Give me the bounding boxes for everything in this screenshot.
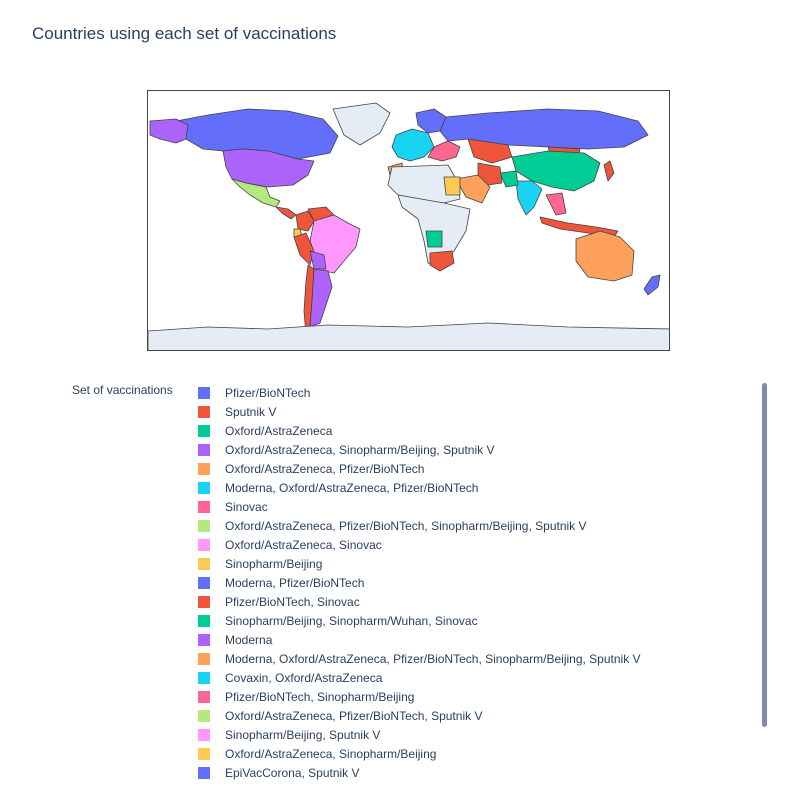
legend-label: Pfizer/BioNTech, Sinovac [225,594,360,609]
country-south-africa[interactable] [429,250,455,272]
legend-label: Moderna, Oxford/AstraZeneca, Pfizer/BioN… [225,651,641,666]
country-pakistan[interactable] [499,170,519,188]
country-china[interactable] [511,150,601,192]
legend-label: Covaxin, Oxford/AstraZeneca [225,670,383,685]
legend-swatch [198,538,210,551]
legend-swatch [198,728,210,741]
legend-item[interactable]: Pfizer/BioNTech [196,383,756,402]
legend-item[interactable]: Pfizer/BioNTech, Sinovac [196,592,756,611]
legend-item[interactable]: Pfizer/BioNTech, Sinopharm/Beijing [196,687,756,706]
legend: Pfizer/BioNTech Sputnik V Oxford/AstraZene… [196,383,756,786]
country-russia[interactable] [439,108,649,150]
legend-item[interactable]: Moderna, Pfizer/BioNTech [196,573,756,592]
world-map[interactable] [147,90,670,351]
country-greenland[interactable] [332,102,391,146]
country-mexico[interactable] [231,178,281,208]
legend-swatch [198,405,210,418]
country-kazakhstan[interactable] [467,138,513,164]
legend-item[interactable]: Sinopharm/Beijing, Sputnik V [196,725,756,744]
legend-swatch [198,614,210,627]
legend-swatch [198,652,210,665]
country-antarctica[interactable] [148,322,670,351]
legend-label: Moderna [225,632,273,647]
country-bolivia[interactable] [309,250,327,270]
country-argentina[interactable] [309,268,333,328]
legend-item[interactable]: Sinopharm/Beijing, Sinopharm/Wuhan, Sino… [196,611,756,630]
legend-item[interactable]: Oxford/AstraZeneca, Sinovac [196,535,756,554]
legend-label: Sinopharm/Beijing [225,556,323,571]
legend-item[interactable]: Oxford/AstraZeneca, Pfizer/BioNTech, Spu… [196,706,756,725]
legend-swatch [198,747,210,760]
legend-item[interactable]: Sinovac [196,497,756,516]
legend-scrollbar[interactable] [762,383,767,727]
legend-item[interactable]: Oxford/AstraZeneca, Sinopharm/Beijing, S… [196,440,756,459]
legend-item[interactable]: Sputnik V [196,402,756,421]
map-svg [148,102,670,351]
legend-label: Pfizer/BioNTech, Sinopharm/Beijing [225,689,415,704]
legend-item[interactable]: Oxford/AstraZeneca, Pfizer/BioNTech [196,459,756,478]
legend-item[interactable]: EpiVacCorona, Sputnik V [196,763,756,782]
legend-label: Moderna, Oxford/AstraZeneca, Pfizer/BioN… [225,480,479,495]
country-western-europe[interactable] [391,128,435,162]
legend-label: EpiVacCorona, Sputnik V [225,765,360,780]
legend-item[interactable]: Covaxin, Oxford/AstraZeneca [196,668,756,687]
country-central-america[interactable] [275,206,297,220]
chart-title: Countries using each set of vaccinations [32,24,337,43]
legend-swatch [198,633,210,646]
legend-swatch [198,462,210,475]
legend-label: Pfizer/BioNTech [225,385,311,400]
legend-swatch [198,709,210,722]
legend-swatch [198,766,210,779]
legend-swatch [198,671,210,684]
country-new-zealand[interactable] [643,274,661,296]
legend-swatch [198,595,210,608]
legend-label: Sputnik V [225,404,277,419]
country-india[interactable] [515,180,543,216]
legend-label: Sinopharm/Beijing, Sinopharm/Wuhan, Sino… [225,613,478,628]
legend-label: Oxford/AstraZeneca, Sinopharm/Beijing, S… [225,442,495,457]
legend-label: Sinovac [225,499,268,514]
legend-label: Oxford/AstraZeneca, Pfizer/BioNTech, Sin… [225,518,587,533]
legend-item[interactable]: Moderna, Oxford/AstraZeneca, Pfizer/BioN… [196,649,756,668]
legend-title: Set of vaccinations [72,383,173,397]
country-japan[interactable] [603,160,615,182]
legend-label: Oxford/AstraZeneca, Sinopharm/Beijing [225,746,437,761]
country-iran[interactable] [477,162,503,186]
legend-swatch [198,576,210,589]
legend-swatch [198,481,210,494]
legend-swatch [198,386,210,399]
country-southeast-asia[interactable] [545,192,567,216]
legend-label: Oxford/AstraZeneca, Pfizer/BioNTech [225,461,425,476]
legend-swatch [198,500,210,513]
legend-swatch [198,690,210,703]
legend-swatch [198,443,210,456]
country-egypt[interactable] [443,176,461,196]
country-arabian-peninsula[interactable] [455,174,491,204]
country-colombia[interactable] [295,210,315,232]
country-alaska[interactable] [149,118,189,144]
legend-item[interactable]: Oxford/AstraZeneca, Pfizer/BioNTech, Sin… [196,516,756,535]
country-australia[interactable] [575,230,635,282]
legend-item[interactable]: Oxford/AstraZeneca [196,421,756,440]
legend-item[interactable]: Moderna [196,630,756,649]
legend-label: Moderna, Pfizer/BioNTech [225,575,365,590]
legend-label: Oxford/AstraZeneca, Pfizer/BioNTech, Spu… [225,708,483,723]
legend-label: Oxford/AstraZeneca, Sinovac [225,537,382,552]
legend-item[interactable]: Oxford/AstraZeneca, Sinopharm/Beijing [196,744,756,763]
country-canada[interactable] [175,108,339,160]
legend-swatch [198,557,210,570]
legend-item[interactable]: Sinopharm/Beijing [196,554,756,573]
legend-swatch [198,519,210,532]
legend-item[interactable]: Moderna, Oxford/AstraZeneca, Pfizer/BioN… [196,478,756,497]
legend-label: Sinopharm/Beijing, Sputnik V [225,727,381,742]
legend-swatch [198,424,210,437]
country-united-states[interactable] [222,148,315,188]
country-angola[interactable] [425,230,443,248]
legend-label: Oxford/AstraZeneca [225,423,333,438]
